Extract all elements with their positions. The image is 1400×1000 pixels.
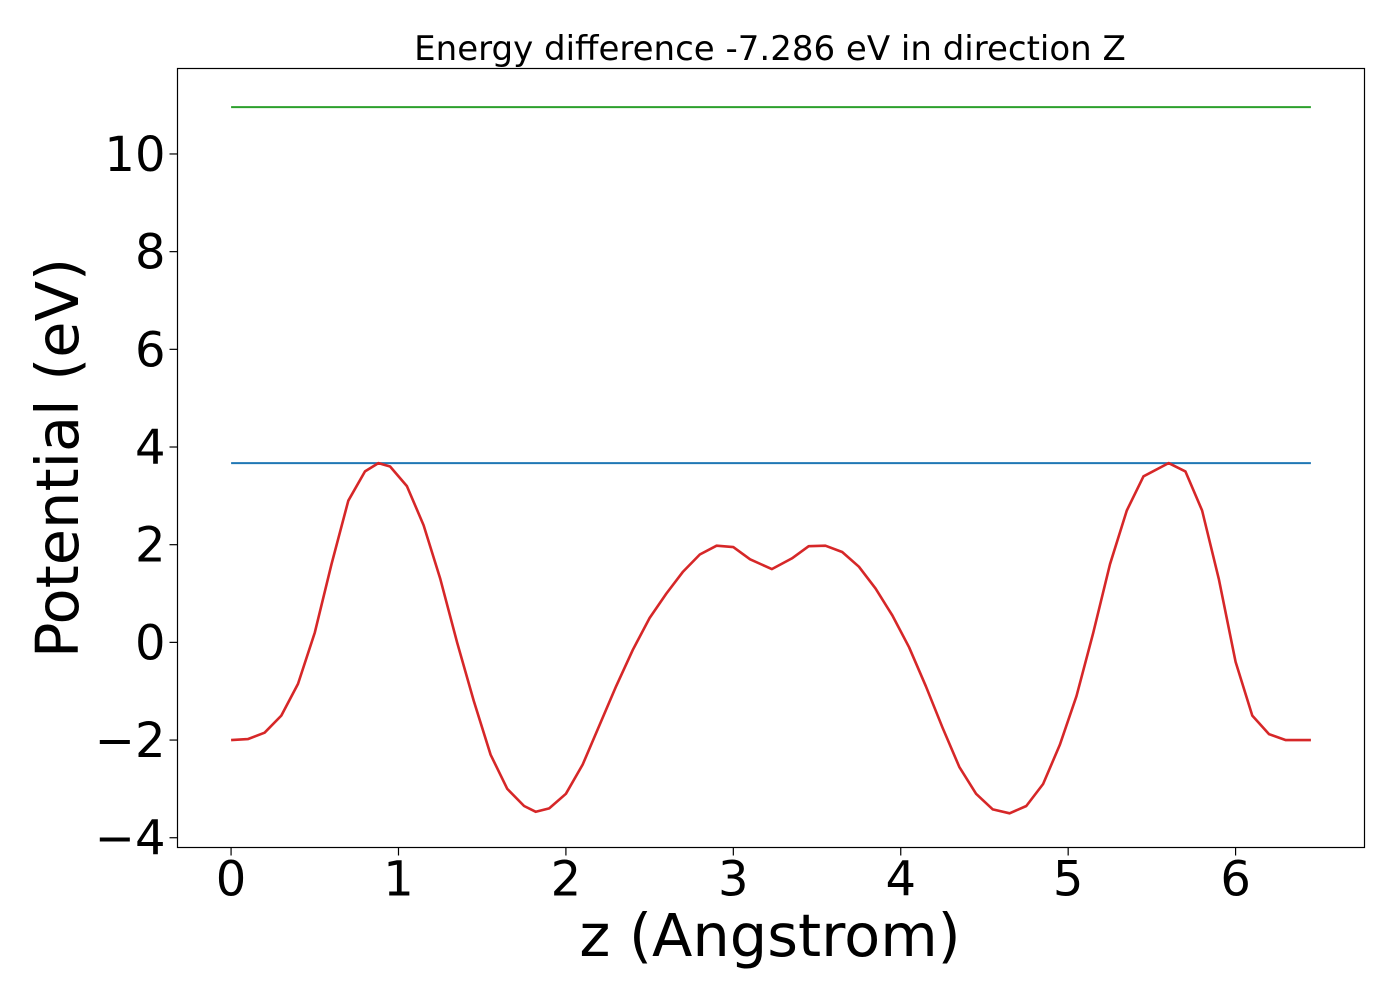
x-tick-label: 4 [885,852,916,908]
y-tick-label: 8 [135,225,166,281]
y-tick-label: 10 [104,127,165,183]
x-axis-label: z (Angstrom) [579,901,960,970]
y-tick-label: 4 [135,420,166,476]
x-axis-ticks: 0 1 2 3 4 5 6 [216,847,1251,908]
x-tick-label: 6 [1220,852,1251,908]
x-tick-label: 2 [551,852,582,908]
x-tick-label: 5 [1053,852,1084,908]
y-axis-ticks: −4 −2 0 2 4 6 8 10 [95,127,178,867]
y-axis-label: Potential (eV) [23,258,92,658]
y-tick-label: 0 [135,615,166,671]
x-tick-label: 3 [718,852,749,908]
y-tick-label: 6 [135,322,166,378]
chart-title: Energy difference -7.286 eV in direction… [414,29,1126,69]
plot-lines [231,106,1311,815]
y-tick-label: −2 [95,713,166,769]
plot-frame [176,67,1366,849]
series-line-2 [231,461,1311,815]
x-tick-label: 0 [216,852,247,908]
x-tick-label: 1 [383,852,414,908]
y-tick-label: 2 [135,518,166,574]
y-tick-label: −4 [95,811,166,867]
